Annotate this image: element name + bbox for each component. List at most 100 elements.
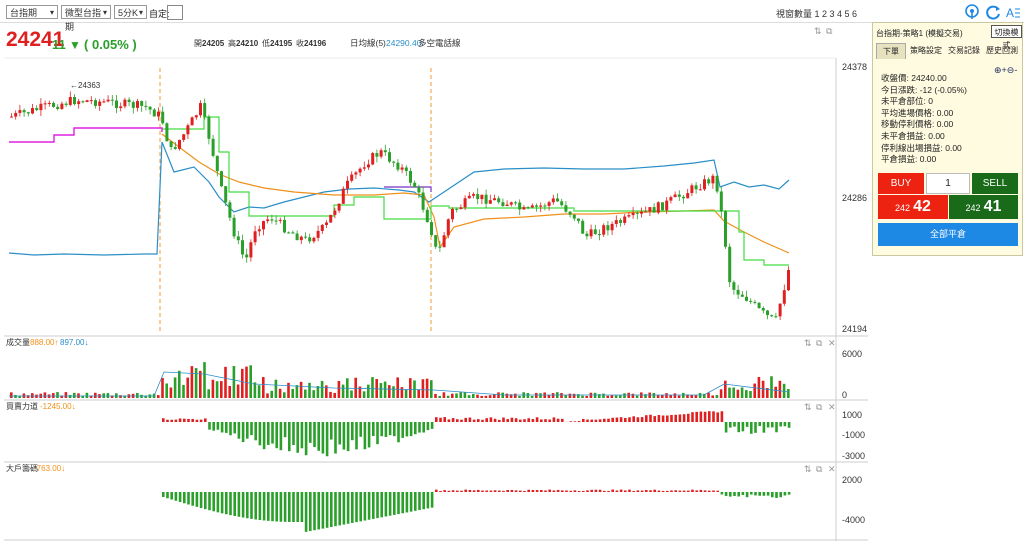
candle-body [56, 106, 60, 110]
volume-bar [564, 395, 567, 398]
broadcast-icon[interactable] [964, 4, 980, 20]
candle-body [467, 195, 471, 199]
volume-bar [476, 394, 479, 398]
tab-trade-records[interactable]: 交易記錄 [948, 46, 980, 55]
big-players-bar [703, 490, 707, 492]
candle-body [68, 97, 72, 105]
zoom-icons[interactable]: ⊕+⊖- [994, 65, 1018, 75]
buy-button[interactable]: BUY [878, 173, 924, 194]
candle-body [358, 168, 362, 173]
volume-bar [295, 385, 299, 398]
candle-body [631, 212, 635, 216]
big-players-bar [338, 492, 341, 526]
product-select[interactable]: 台指期 ▾ [6, 5, 58, 19]
indicator-settings-icon[interactable]: ⇅ [804, 464, 812, 474]
sell-button[interactable]: SELL [972, 173, 1018, 194]
volume-bar [341, 384, 345, 398]
volume-bar [211, 379, 215, 398]
candle-body [656, 202, 660, 213]
force-bar [519, 419, 522, 422]
tab-backtest[interactable]: 歷史回測 [986, 46, 1018, 55]
big-players-bar [477, 489, 480, 492]
candle-body [182, 134, 186, 140]
copy-icon[interactable]: ⧉ [826, 26, 833, 36]
tab-strategy-settings[interactable]: 策略設定 [910, 46, 942, 55]
copy-icon[interactable]: ⧉ [816, 464, 823, 474]
switch-mode-button[interactable]: 切換模式 [991, 25, 1022, 50]
force-bar [384, 422, 388, 437]
candle-body [417, 187, 421, 193]
candle-body [488, 200, 492, 204]
volume-bar [262, 377, 265, 398]
close-icon[interactable]: ✕ [828, 338, 836, 348]
force-bar [166, 419, 169, 422]
candle-body [455, 208, 459, 210]
candle-body [560, 201, 564, 206]
big-players-bar [775, 492, 778, 498]
candle-body [316, 230, 320, 238]
text-settings-icon[interactable]: A [1005, 4, 1021, 20]
copy-icon[interactable]: ⧉ [816, 402, 823, 412]
sell-price-button[interactable]: 242 41 [949, 195, 1018, 219]
big-players-bar [225, 492, 228, 515]
candle-body [73, 97, 76, 105]
candle-body [669, 197, 673, 201]
big-players-bar [787, 492, 791, 495]
force-bar [342, 422, 346, 450]
candle-body [484, 194, 488, 204]
candle-body [711, 175, 715, 184]
big-players-bar [619, 489, 623, 492]
candle-body [224, 186, 228, 203]
volume-bars [9, 362, 790, 398]
big-players-bar [582, 490, 585, 492]
copy-icon[interactable]: ⧉ [816, 338, 823, 348]
candle-body [577, 218, 580, 221]
refresh-icon[interactable] [985, 4, 1001, 20]
big-players-bar [565, 490, 568, 492]
custom-interval-input[interactable] [167, 5, 183, 20]
chart-area[interactable]: 24241 11 ▼ ( 0.05% ) 開 24205 高 24210 低 2… [4, 22, 868, 541]
volume-bar [724, 380, 727, 398]
volume-bar [207, 389, 210, 398]
big-players-bar [258, 492, 262, 520]
interval-select[interactable]: 5分K ▾ [114, 5, 147, 19]
big-players-bar [771, 492, 774, 498]
force-axis-2: -1000 [842, 430, 865, 440]
big-players-bar [472, 490, 476, 492]
candle-body [220, 171, 223, 187]
force-bar [628, 417, 631, 422]
force-bar [468, 417, 472, 422]
close-icon[interactable]: ✕ [828, 464, 836, 474]
window-count-selector[interactable]: 視窗數量 1 2 3 4 5 6 [776, 9, 858, 19]
candle-body [43, 103, 47, 105]
volume-bar [614, 395, 618, 398]
big-players-bar [729, 492, 732, 497]
volume-bar [459, 392, 462, 398]
force-bar [363, 422, 367, 450]
volume-bar [270, 390, 273, 398]
candle-body [211, 138, 215, 156]
candle-body [140, 101, 144, 106]
force-bar [661, 415, 665, 422]
contract-select[interactable]: 微型台指期 ▾ [61, 5, 111, 32]
volume-bar [425, 378, 429, 398]
big-players-bar [750, 492, 753, 495]
indicator-settings-icon[interactable]: ⇅ [804, 402, 812, 412]
tab-order[interactable]: 下單 [876, 43, 906, 59]
quantity-input[interactable]: 1 [926, 173, 970, 194]
close-icon[interactable]: ✕ [828, 402, 836, 412]
force-bar [309, 422, 312, 443]
force-bar [577, 421, 581, 422]
force-bar [745, 422, 749, 427]
indicator-settings-icon[interactable]: ⇅ [804, 338, 812, 348]
volume-bar [199, 370, 202, 398]
force-bar [321, 422, 325, 454]
volume-bar [430, 380, 433, 398]
buy-price-button[interactable]: 242 42 [878, 195, 948, 219]
big-players-bar [321, 492, 325, 529]
volume-bar [497, 392, 500, 398]
close-all-button[interactable]: 全部平倉 [878, 223, 1018, 246]
volume-bar [329, 391, 332, 398]
indicator-settings-icon[interactable]: ⇅ [814, 26, 822, 36]
big-players-bar [535, 490, 539, 492]
